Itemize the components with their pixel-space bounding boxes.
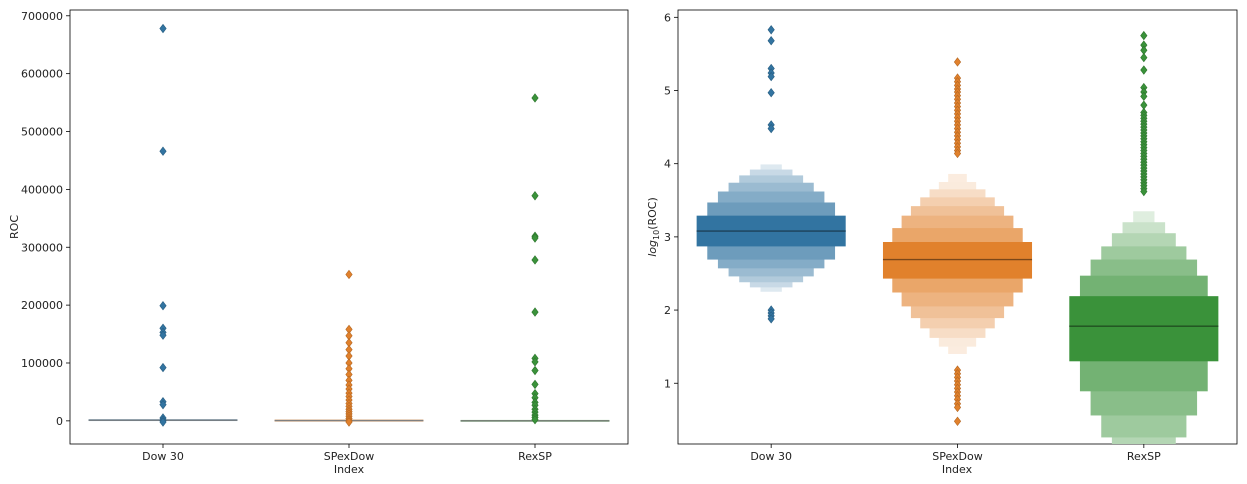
right-outlier-point-0 xyxy=(767,36,775,46)
left-outlier-point-2 xyxy=(531,233,539,243)
left-x-tick-label-2: RexSP xyxy=(518,450,552,463)
left-outlier-point-0 xyxy=(159,417,167,427)
left-outlier-point-1 xyxy=(345,417,353,427)
right-outlier-point-2 xyxy=(1140,186,1148,197)
left-x-tick-label-0: Dow 30 xyxy=(142,450,184,463)
right-x-tick-label-1: SPexDow xyxy=(932,450,983,463)
right-x-tick-label-0: Dow 30 xyxy=(750,450,792,463)
left-outlier-point-0 xyxy=(159,330,167,340)
right-outlier-point-0 xyxy=(767,25,775,35)
left-outlier-point-2 xyxy=(531,255,539,265)
right-outlier-point-1 xyxy=(953,416,962,427)
right-y-tick-label: 2 xyxy=(664,304,671,317)
right-chart-log-roc: 1 2 3 4 5 6 Dow 30 SPexDow RexSP Index log10(RO… xyxy=(646,9,1238,476)
right-outlier-point-0 xyxy=(767,71,775,82)
left-y-tick-label: 100000 xyxy=(21,357,63,370)
left-y-tick-label: 0 xyxy=(56,415,63,428)
left-outlier-point-0 xyxy=(159,301,167,311)
right-outlier-point-0 xyxy=(767,88,775,98)
right-y-tick-label: 3 xyxy=(664,231,671,244)
right-outlier-point-0 xyxy=(767,123,775,134)
right-outlier-point-2 xyxy=(1140,30,1148,41)
left-outlier-point-2 xyxy=(531,415,539,425)
left-outlier-point-0 xyxy=(159,23,167,34)
right-boxen-box-1-0 xyxy=(882,242,1033,279)
right-y-axis-label-subscript: 10 xyxy=(652,230,661,240)
right-x-tick-label-2: RexSP xyxy=(1127,450,1161,463)
left-y-tick-label: 700000 xyxy=(21,10,63,23)
left-chart-roc: 0 100000 200000 300000 400000 500000 600000 700… xyxy=(8,9,629,476)
right-y-tick-label: 4 xyxy=(664,158,671,171)
right-outlier-point-1 xyxy=(953,57,962,67)
left-outlier-point-0 xyxy=(159,146,167,156)
left-outlier-point-2 xyxy=(531,365,539,376)
left-x-axis-label: Index xyxy=(334,463,365,476)
left-y-tick-label: 200000 xyxy=(21,299,63,312)
right-y-tick-label: 5 xyxy=(664,85,671,98)
left-outlier-point-2 xyxy=(531,379,539,390)
right-y-tick-label: 1 xyxy=(664,377,671,390)
right-outlier-point-2 xyxy=(1140,65,1148,75)
left-outlier-point-0 xyxy=(159,399,167,410)
left-outlier-point-1 xyxy=(345,269,353,280)
left-y-tick-label: 400000 xyxy=(21,183,63,196)
left-outlier-point-2 xyxy=(531,93,539,103)
right-outlier-point-1 xyxy=(953,148,962,159)
left-outlier-point-0 xyxy=(159,362,167,373)
right-boxen-box-2-0 xyxy=(1069,296,1219,362)
left-outlier-point-2 xyxy=(531,191,539,201)
right-outlier-point-1 xyxy=(953,402,962,413)
left-x-tick-label-1: SPexDow xyxy=(324,450,375,463)
right-outlier-point-0 xyxy=(767,314,775,324)
left-outlier-point-2 xyxy=(531,307,539,317)
right-y-axis-label: log10(ROC) xyxy=(646,197,661,257)
right-y-axis-label-suffix: (ROC) xyxy=(646,197,659,230)
left-y-tick-label: 500000 xyxy=(21,126,63,139)
left-y-tick-label: 600000 xyxy=(21,68,63,81)
right-x-axis-label: Index xyxy=(942,463,973,476)
left-y-tick-label: 300000 xyxy=(21,241,63,254)
right-y-axis-label-prefix: log xyxy=(646,240,659,257)
left-y-axis-label: ROC xyxy=(8,215,21,239)
right-outlier-point-2 xyxy=(1140,52,1148,63)
right-y-tick-label: 6 xyxy=(664,11,671,24)
